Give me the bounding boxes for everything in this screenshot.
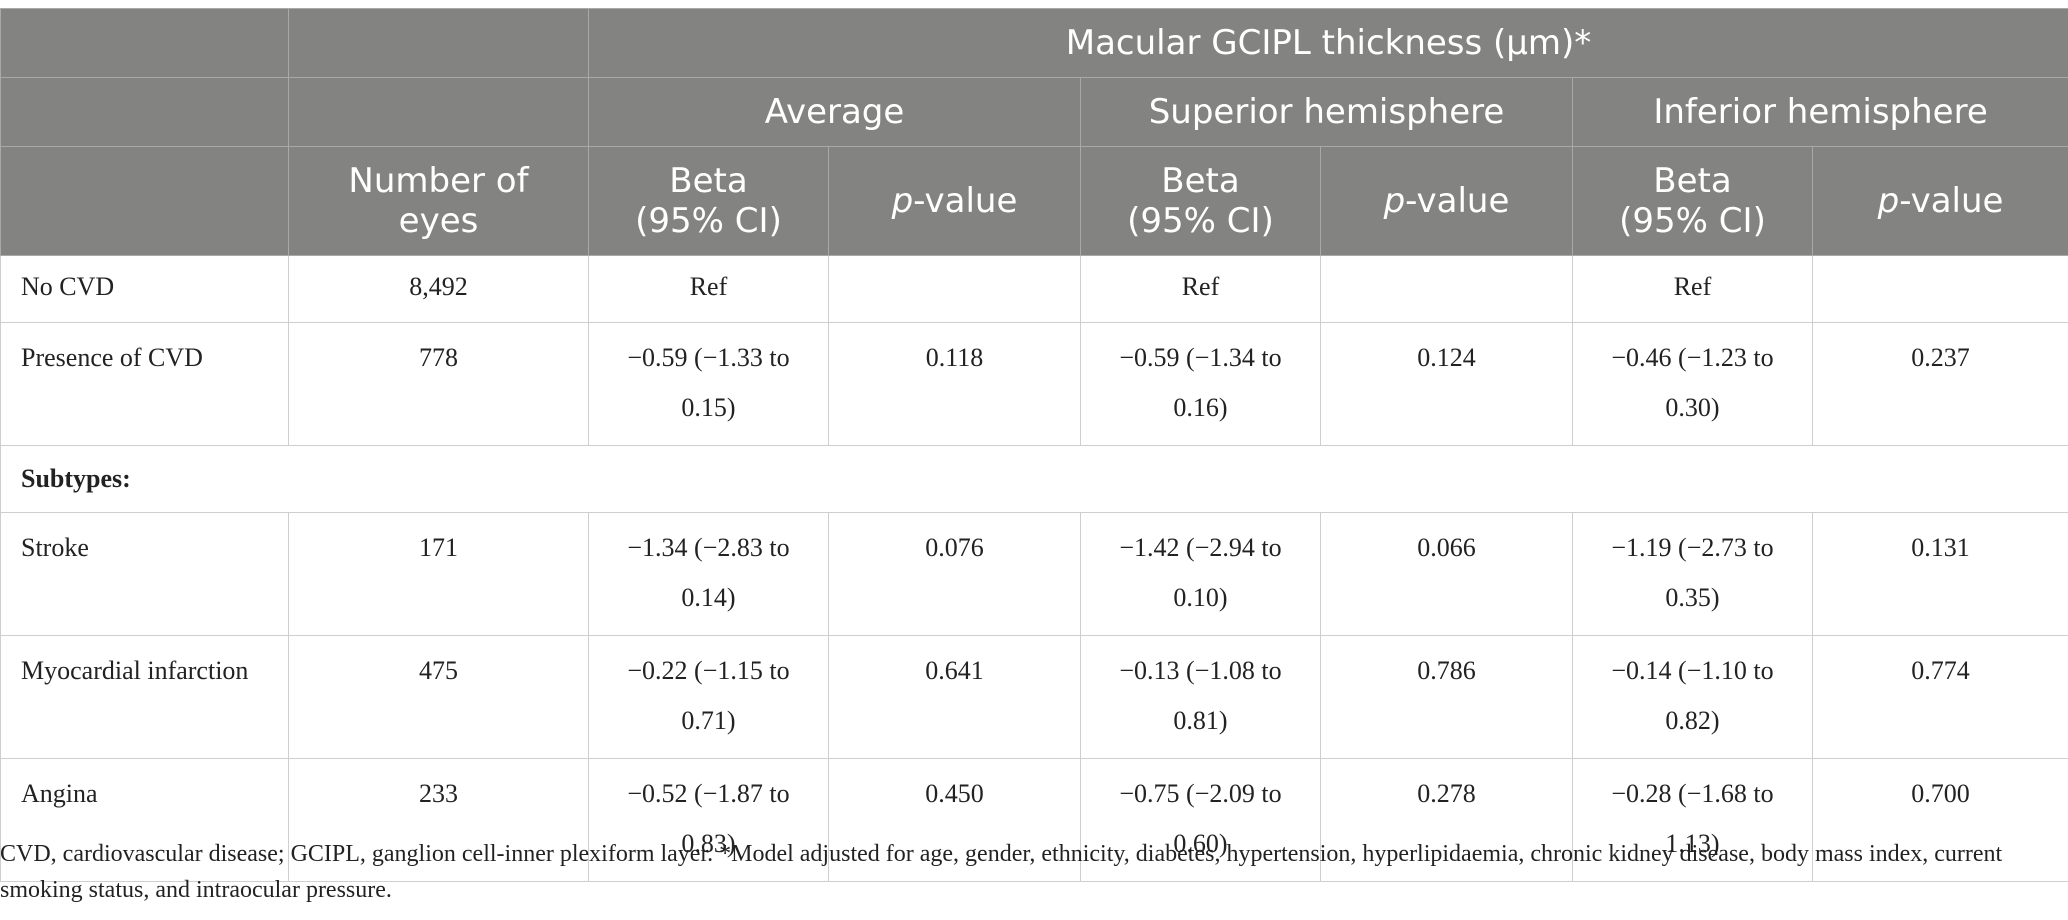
- cell-sup-p: 0.124: [1320, 322, 1573, 446]
- table-row: Stroke 171 −1.34 (−2.83 to 0.14) 0.076 −…: [0, 512, 2068, 636]
- header-blank-number-2: [288, 77, 589, 147]
- cell-avg-beta: −0.52 (−1.87 to 0.83): [588, 758, 829, 882]
- table-row: Presence of CVD 778 −0.59 (−1.33 to 0.15…: [0, 322, 2068, 446]
- p-rest: -value: [1899, 181, 2004, 221]
- header-superior-beta: Beta (95% CI): [1080, 146, 1321, 256]
- table-row: Myocardial infarction 475 −0.22 (−1.15 t…: [0, 635, 2068, 759]
- cell-sup-p: 0.786: [1320, 635, 1573, 759]
- header-group-gcipl: Macular GCIPL thickness (μm)*: [587, 8, 2068, 78]
- header-subgroup-superior: Superior hemisphere: [1080, 77, 1573, 147]
- header-number-of-eyes: Number of eyes: [288, 146, 589, 256]
- header-superior-p: p-value: [1320, 146, 1573, 256]
- cell-inf-p: 0.237: [1811, 322, 2068, 446]
- row-label: Angina: [0, 758, 289, 882]
- p-rest: -value: [1405, 181, 1510, 221]
- cell-avg-beta: −0.22 (−1.15 to 0.71): [588, 635, 829, 759]
- cell-sup-p: 0.278: [1320, 758, 1573, 882]
- header-inferior-beta: Beta (95% CI): [1572, 146, 1813, 256]
- table-row: Angina 233 −0.52 (−1.87 to 0.83) 0.450 −…: [0, 758, 2068, 882]
- header-blank-label: [0, 8, 289, 78]
- header-subgroup-average: Average: [588, 77, 1081, 147]
- cell-number: 171: [288, 512, 589, 636]
- table-footnote: CVD, cardiovascular disease; GCIPL, gang…: [0, 841, 2003, 903]
- p-rest: -value: [913, 181, 1018, 221]
- header-inferior-p: p-value: [1811, 146, 2068, 256]
- gcipl-results-table: Macular GCIPL thickness (μm)* Average Su…: [0, 8, 2068, 882]
- cell-inf-p: [1811, 255, 2068, 323]
- cell-inf-p: 0.131: [1811, 512, 2068, 636]
- cell-number: 778: [288, 322, 589, 446]
- header-average-p: p-value: [828, 146, 1081, 256]
- section-label-subtypes: Subtypes:: [0, 445, 2068, 513]
- cell-inf-beta: −0.28 (−1.68 to 1.13): [1572, 758, 1813, 882]
- cell-number: 8,492: [288, 255, 589, 323]
- cell-avg-p: 0.450: [828, 758, 1081, 882]
- row-label: Myocardial infarction: [0, 635, 289, 759]
- cell-sup-beta: −1.42 (−2.94 to 0.10): [1080, 512, 1321, 636]
- cell-avg-beta: −1.34 (−2.83 to 0.14): [588, 512, 829, 636]
- cell-inf-beta: −0.46 (−1.23 to 0.30): [1572, 322, 1813, 446]
- cell-sup-p: [1320, 255, 1573, 323]
- table-section-row: Subtypes:: [0, 445, 2068, 513]
- header-average-beta: Beta (95% CI): [588, 146, 829, 256]
- cell-sup-beta: Ref: [1080, 255, 1321, 323]
- cell-avg-p: 0.076: [828, 512, 1081, 636]
- header-blank-label-3: [0, 146, 289, 256]
- cell-inf-beta: −0.14 (−1.10 to 0.82): [1572, 635, 1813, 759]
- cell-inf-p: 0.774: [1811, 635, 2068, 759]
- header-subgroup-inferior: Inferior hemisphere: [1571, 77, 2068, 147]
- cell-avg-p: 0.641: [828, 635, 1081, 759]
- cell-sup-beta: −0.75 (−2.09 to 0.60): [1080, 758, 1321, 882]
- p-italic: p: [1383, 181, 1406, 221]
- p-italic: p: [1877, 181, 1900, 221]
- results-table-container: Macular GCIPL thickness (μm)* Average Su…: [0, 8, 2068, 882]
- cell-avg-beta: −0.59 (−1.33 to 0.15): [588, 322, 829, 446]
- cell-inf-beta: −1.19 (−2.73 to 0.35): [1572, 512, 1813, 636]
- row-label: Presence of CVD: [0, 322, 289, 446]
- cell-avg-beta: Ref: [588, 255, 829, 323]
- cell-avg-p: 0.118: [828, 322, 1081, 446]
- cell-avg-p: [828, 255, 1081, 323]
- cell-sup-beta: −0.59 (−1.34 to 0.16): [1080, 322, 1321, 446]
- header-blank-number: [288, 8, 589, 78]
- row-label: No CVD: [0, 255, 289, 323]
- cell-inf-beta: Ref: [1572, 255, 1813, 323]
- cell-sup-p: 0.066: [1320, 512, 1573, 636]
- header-blank-label-2: [0, 77, 289, 147]
- cell-sup-beta: −0.13 (−1.08 to 0.81): [1080, 635, 1321, 759]
- table-row: No CVD 8,492 Ref Ref Ref: [0, 255, 2068, 323]
- cell-number: 233: [288, 758, 589, 882]
- cell-inf-p: 0.700: [1811, 758, 2068, 882]
- p-italic: p: [891, 181, 914, 221]
- row-label: Stroke: [0, 512, 289, 636]
- cell-number: 475: [288, 635, 589, 759]
